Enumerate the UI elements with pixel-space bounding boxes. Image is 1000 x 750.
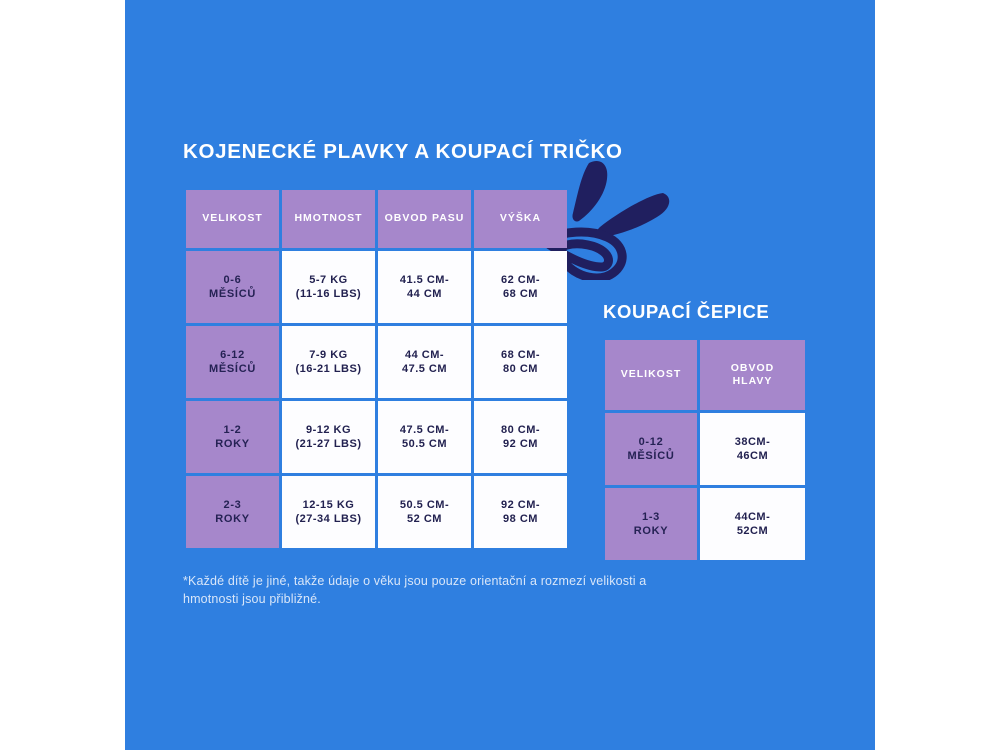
table-row-cell-height: 68 CM- 80 CM: [474, 326, 567, 398]
table-row-cell-height: 62 CM- 68 CM: [474, 251, 567, 323]
table-row-cell-size: 0-6 MĚSÍCŮ: [186, 251, 279, 323]
cap-size-table: VELIKOST OBVOD HLAVY 0-12 MĚSÍCŮ 38CM- 46CM…: [605, 340, 805, 560]
table-row-cell-size: 0-12 MĚSÍCŮ: [605, 413, 697, 485]
table-row-cell-head: 38CM- 46CM: [700, 413, 805, 485]
main-header-hmotnost: HMOTNOST: [282, 190, 375, 248]
main-header-vyska: VÝŠKA: [474, 190, 567, 248]
table-row-cell-waist: 47.5 CM- 50.5 CM: [378, 401, 471, 473]
table-row-cell-size: 1-3 ROKY: [605, 488, 697, 560]
main-size-table: VELIKOST HMOTNOST OBVOD PASU VÝŠKA 0-6 MĚ…: [186, 190, 567, 548]
blue-panel: KOJENECKÉ PLAVKY A KOUPACÍ TRIČKO VELIKO…: [125, 0, 875, 750]
table-row-cell-size: 6-12 MĚSÍCŮ: [186, 326, 279, 398]
table-row-cell-head: 44CM- 52CM: [700, 488, 805, 560]
main-table-title: KOJENECKÉ PLAVKY A KOUPACÍ TRIČKO: [183, 140, 623, 163]
table-row-cell-weight: 9-12 KG (21-27 LBS): [282, 401, 375, 473]
table-row-cell-waist: 44 CM- 47.5 CM: [378, 326, 471, 398]
table-row-cell-size: 2-3 ROKY: [186, 476, 279, 548]
table-row-cell-waist: 41.5 CM- 44 CM: [378, 251, 471, 323]
cap-table-title: KOUPACÍ ČEPICE: [603, 301, 770, 322]
table-row-cell-height: 80 CM- 92 CM: [474, 401, 567, 473]
main-header-obvod-pasu: OBVOD PASU: [378, 190, 471, 248]
cap-header-obvod-hlavy: OBVOD HLAVY: [700, 340, 805, 410]
table-row-cell-size: 1-2 ROKY: [186, 401, 279, 473]
table-row-cell-weight: 12-15 KG (27-34 LBS): [282, 476, 375, 548]
footnote-disclaimer: *Každé dítě je jiné, takže údaje o věku …: [183, 574, 647, 607]
table-row-cell-weight: 5-7 KG (11-16 LBS): [282, 251, 375, 323]
main-header-velikost: VELIKOST: [186, 190, 279, 248]
table-row-cell-height: 92 CM- 98 CM: [474, 476, 567, 548]
table-row-cell-weight: 7-9 KG (16-21 LBS): [282, 326, 375, 398]
table-row-cell-waist: 50.5 CM- 52 CM: [378, 476, 471, 548]
cap-header-velikost: VELIKOST: [605, 340, 697, 410]
